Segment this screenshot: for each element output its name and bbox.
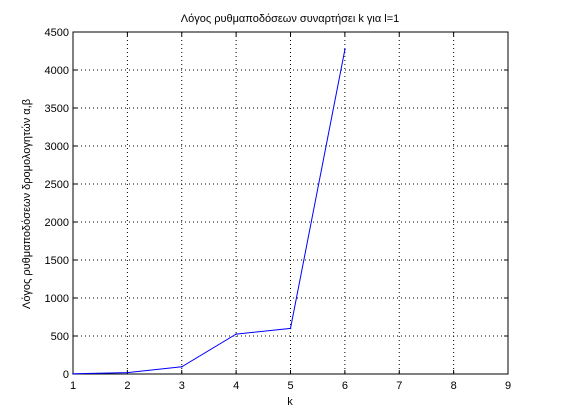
- y-tick-label: 2000: [45, 217, 69, 229]
- axis-ticks: [73, 32, 508, 374]
- y-tick-label: 3500: [45, 103, 69, 115]
- x-tick-label: 6: [342, 380, 348, 392]
- x-tick-label: 4: [233, 380, 239, 392]
- y-axis-label: Λόγος ρυθμαποδόσεων δρομολογητών α,β: [21, 99, 33, 309]
- grid: [73, 32, 508, 374]
- data-point: [344, 49, 346, 51]
- chart-title: Λόγος ρυθμαποδόσεων συναρτήσει k για l=1: [181, 13, 399, 25]
- x-tick-label: 7: [396, 380, 402, 392]
- data-point: [181, 366, 183, 368]
- y-tick-label: 1000: [45, 293, 69, 305]
- series-layer: [72, 49, 345, 375]
- y-tick-label: 4500: [45, 27, 69, 39]
- x-tick-label: 3: [179, 380, 185, 392]
- y-tick-label: 2500: [45, 179, 69, 191]
- y-tick-label: 4000: [45, 65, 69, 77]
- y-tick-label: 1500: [45, 255, 69, 267]
- x-tick-label: 2: [124, 380, 130, 392]
- x-axis-label: k: [287, 396, 293, 408]
- x-tick-label: 9: [505, 380, 511, 392]
- x-tick-label: 1: [70, 380, 76, 392]
- y-tick-labels: 0 500 1000 1500 2000 2500 3000 3500 4000 4500: [45, 27, 69, 381]
- y-tick-label: 500: [51, 331, 69, 343]
- series-line: [73, 50, 345, 374]
- plot-area: [73, 32, 508, 374]
- y-tick-label: 0: [63, 369, 69, 381]
- x-tick-label: 5: [287, 380, 293, 392]
- x-tick-label: 8: [451, 380, 457, 392]
- y-tick-label: 3000: [45, 141, 69, 153]
- data-point: [290, 328, 292, 330]
- data-point: [235, 333, 237, 335]
- data-point: [72, 373, 74, 375]
- x-tick-labels: 1 2 3 4 5 6 7 8 9: [70, 380, 511, 392]
- data-point: [127, 372, 129, 374]
